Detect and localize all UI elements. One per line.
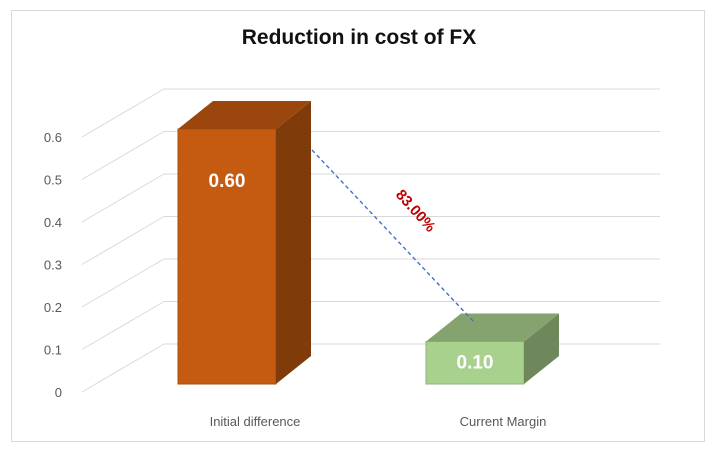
data-label: 0.10: [457, 353, 494, 374]
gridline-depth: [81, 301, 165, 350]
y-tick-label: 0.1: [44, 343, 62, 358]
data-label: 0.60: [209, 171, 246, 192]
chart-title: Reduction in cost of FX: [241, 26, 477, 49]
x-category-label: Initial difference: [210, 414, 301, 429]
x-category-label: Current Margin: [460, 414, 547, 429]
bar-front: [177, 128, 277, 385]
bar-top: [178, 101, 311, 129]
chart-frame: [11, 10, 705, 442]
y-tick-label: 0.4: [44, 215, 62, 230]
y-tick-label: 0.2: [44, 300, 62, 315]
bar-top: [426, 313, 559, 342]
gridline-depth: [81, 343, 165, 393]
y-tick-label: 0.5: [44, 173, 62, 188]
gridline-depth: [81, 173, 165, 223]
bar-side: [524, 313, 559, 384]
gridline-depth: [81, 131, 165, 180]
gridline-depth: [81, 258, 165, 308]
bar-side: [276, 101, 311, 384]
bar: 0.60: [177, 101, 311, 385]
y-tick-label: 0.6: [44, 130, 62, 145]
gridline-depth: [81, 216, 165, 265]
reduction-annotation: 83.00%: [392, 186, 439, 235]
y-tick-label: 0.3: [44, 258, 62, 273]
y-tick-label: 0: [55, 385, 62, 400]
gridline-depth: [81, 88, 165, 138]
reduction-connector-line: [311, 149, 475, 323]
bar: 0.10: [425, 313, 559, 385]
